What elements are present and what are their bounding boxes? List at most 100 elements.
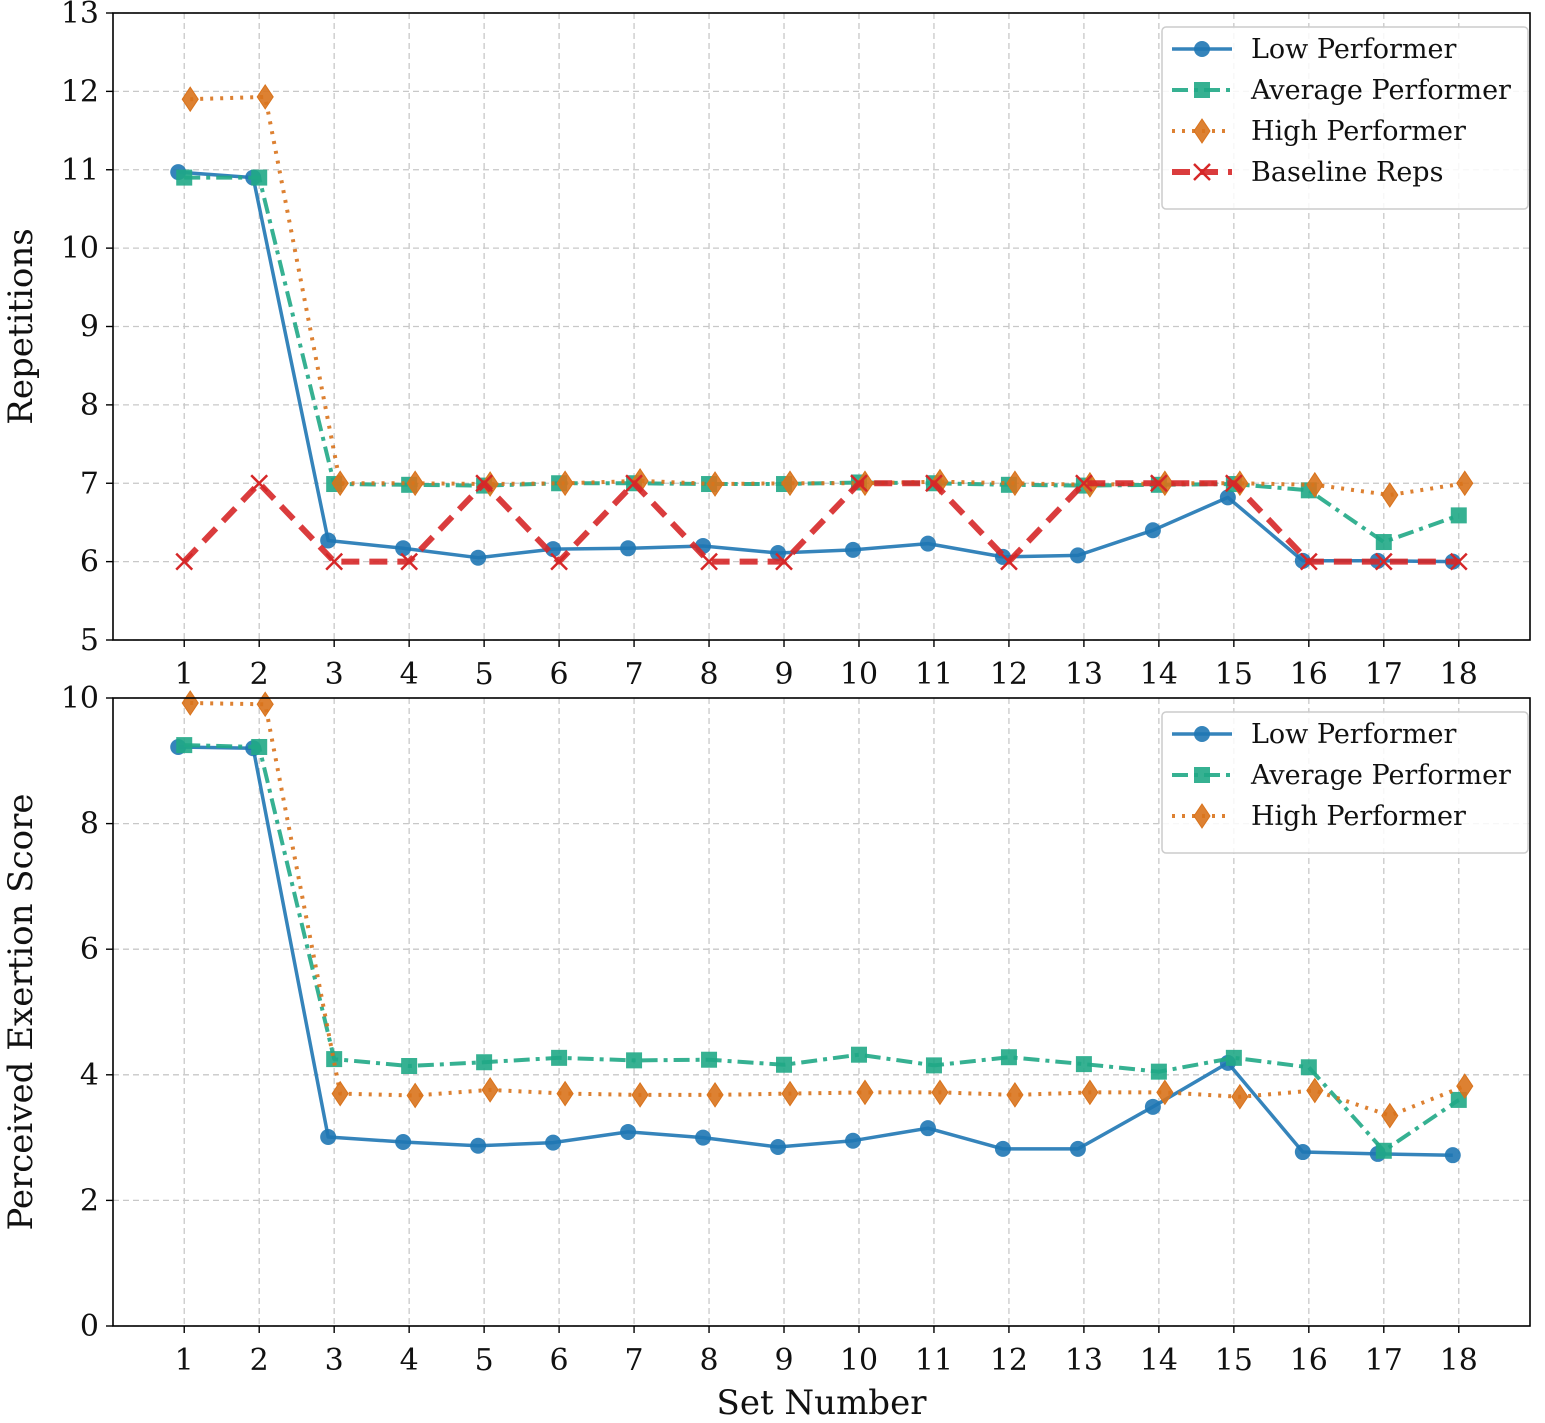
rep-legend-item-low: Low Performer <box>1172 34 1456 65</box>
rep-x-tick-label: 1 <box>175 657 194 692</box>
rep-high-point <box>256 83 274 110</box>
rep-legend-swatch-marker <box>1194 82 1210 98</box>
exertion-chart: 1 2 3 4 5 6 7 8 9 10 11 12 13 14 15 16 17 180246810Percei… <box>1 681 1531 1423</box>
rep-baseline-point <box>400 552 419 571</box>
rpe-average-line <box>184 743 1460 1153</box>
rep-x-tick-label: 3 <box>325 657 344 692</box>
rep-high-point <box>1306 471 1324 498</box>
rep-y-tick-label: 9 <box>80 310 99 345</box>
rep-x-tick-label: 6 <box>550 657 569 692</box>
rep-average-line <box>184 175 1460 544</box>
rpe-legend-box <box>1161 711 1529 854</box>
rep-high-point <box>856 470 874 497</box>
rep-x-tick-label: 13 <box>1065 657 1103 692</box>
rep-baseline-point <box>1075 474 1093 493</box>
rep-legend-box <box>1161 26 1529 210</box>
repetitions-chart: 1 2 3 4 5 6 7 8 9 10 11 12 13 14 15 16 17 185678910111213… <box>1 0 1531 692</box>
rpe-low-point <box>620 1123 637 1140</box>
rpe-low-point <box>1144 1098 1161 1115</box>
rep-high-point <box>781 470 799 497</box>
rep-baseline-point <box>1299 552 1318 571</box>
rep-series-baseline <box>175 474 1468 571</box>
rpe-low-point <box>395 1133 412 1150</box>
rep-x-tick-label: 11 <box>915 657 953 692</box>
rpe-high-point <box>706 1081 724 1108</box>
rpe-average-point <box>1150 1063 1167 1080</box>
rpe-high-point <box>1306 1077 1324 1104</box>
rpe-average-point <box>476 1054 493 1071</box>
rep-baseline-point <box>475 474 494 493</box>
rpe-x-tick-label: 11 <box>915 1343 953 1378</box>
rep-low-point <box>770 545 787 562</box>
rpe-high-point <box>931 1079 949 1106</box>
rep-baseline-point <box>1000 552 1018 571</box>
rep-legend-label: Baseline Reps <box>1251 157 1443 188</box>
rpe-average-point <box>176 737 193 754</box>
rpe-legend-swatch-marker <box>1194 767 1210 783</box>
rep-high-point <box>1156 470 1174 497</box>
rep-y-tick-label: 6 <box>80 545 99 580</box>
rep-baseline-point <box>850 474 868 493</box>
rpe-legend-swatch-marker <box>1193 803 1211 829</box>
rep-low-point <box>545 541 562 558</box>
rpe-low-point <box>320 1128 337 1145</box>
rep-baseline-point <box>325 552 344 571</box>
rpe-x-tick-label: 16 <box>1290 1343 1328 1378</box>
rep-average-point <box>1375 534 1392 551</box>
rpe-y-tick-label: 2 <box>80 1183 99 1218</box>
rep-y-tick-label: 12 <box>61 74 99 109</box>
rpe-y-tick-label: 0 <box>80 1309 99 1344</box>
rep-high-point <box>481 471 499 497</box>
rep-x-tick-label: 8 <box>699 657 718 692</box>
rep-low-line <box>178 170 1453 564</box>
rpe-x-tick-label: 3 <box>325 1343 344 1378</box>
rep-y-tick-label: 11 <box>61 153 99 188</box>
rep-x-tick-label: 16 <box>1290 657 1328 692</box>
rpe-average-point <box>551 1049 568 1066</box>
rpe-x-tick-label: 12 <box>990 1343 1028 1378</box>
rpe-high-point <box>1381 1102 1399 1129</box>
rep-legend-label: High Performer <box>1251 116 1466 147</box>
rpe-average-point <box>626 1052 643 1069</box>
rpe-average-point <box>326 1051 343 1068</box>
rpe-low-point <box>1069 1140 1086 1157</box>
rep-low-point <box>1069 547 1086 564</box>
rpe-legend-label: Low Performer <box>1251 719 1456 750</box>
rep-baseline-point <box>775 552 793 571</box>
rep-baseline-point <box>550 552 568 571</box>
rpe-average-point <box>850 1046 867 1063</box>
rpe-low-point <box>770 1139 787 1156</box>
rep-baseline-point <box>925 474 943 493</box>
rep-series-average <box>176 169 1467 551</box>
rpe-legend: Low Performer Average Performer High Perfo… <box>1161 711 1529 854</box>
rep-baseline-point <box>1374 552 1393 571</box>
rep-series-high <box>181 83 1474 508</box>
rpe-low-line <box>178 745 1453 1157</box>
rep-low-point <box>470 549 487 566</box>
rep-legend: Low Performer Average Performer High Perfo… <box>1161 26 1529 210</box>
rpe-low-point <box>1294 1144 1311 1161</box>
rep-average-point <box>176 169 193 186</box>
rep-low-point <box>1144 522 1161 539</box>
rep-x-tick-label: 15 <box>1215 657 1253 692</box>
rep-high-point <box>1381 482 1399 508</box>
rep-x-tick-label: 7 <box>625 657 644 692</box>
rpe-low-point <box>919 1120 936 1137</box>
rpe-average-point <box>776 1056 793 1073</box>
rep-low-point <box>620 540 637 557</box>
rep-x-tick-label: 9 <box>774 657 793 692</box>
rpe-high-point <box>481 1076 499 1103</box>
rpe-high-point <box>1006 1081 1024 1108</box>
rpe-x-tick-label: 5 <box>475 1343 494 1378</box>
rpe-x-tick-label: 4 <box>400 1343 419 1378</box>
rpe-high-point <box>1081 1079 1099 1106</box>
rpe-low-point <box>470 1137 487 1154</box>
rep-legend-item-high: High Performer <box>1172 116 1466 147</box>
rep-baseline-point <box>250 474 269 493</box>
rpe-x-tick-label: 1 <box>175 1343 194 1378</box>
rpe-low-point <box>844 1132 861 1149</box>
rpe-y-tick-label: 4 <box>80 1058 99 1093</box>
rep-y-tick-label: 8 <box>80 388 99 423</box>
